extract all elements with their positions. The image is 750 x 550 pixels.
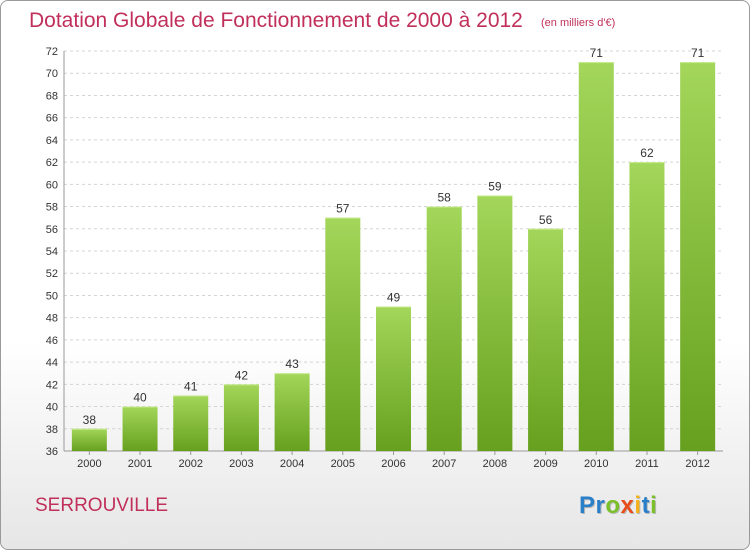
- brand-letter: t: [641, 492, 651, 519]
- y-tick-label: 38: [46, 424, 58, 436]
- commune-name: SERROUVILLE: [35, 495, 169, 516]
- x-tick-label: 2011: [635, 458, 659, 470]
- bar-value-label: 40: [133, 391, 147, 405]
- x-tick-label: 2012: [685, 458, 709, 470]
- bar-2002: [173, 395, 209, 451]
- x-tick-label: 2008: [483, 458, 507, 470]
- bar-value-label: 57: [336, 202, 350, 216]
- brand-logo[interactable]: Proxiti: [579, 492, 657, 520]
- bar-2005: [325, 217, 361, 451]
- bar-value-label: 38: [83, 413, 97, 427]
- y-tick-label: 58: [46, 202, 58, 214]
- bar-2000: [71, 428, 107, 451]
- x-tick-label: 2003: [229, 458, 253, 470]
- brand-letter: r: [595, 492, 606, 519]
- bar-2012: [680, 62, 716, 451]
- bar-2003: [223, 384, 259, 451]
- y-tick-label: 62: [46, 157, 58, 169]
- y-tick-label: 36: [46, 446, 58, 458]
- y-tick-label: 48: [46, 313, 58, 325]
- bar-layer: [71, 62, 716, 451]
- y-tick-label: 72: [46, 46, 58, 58]
- y-tick-label: 60: [46, 179, 58, 191]
- brand-letter: i: [634, 492, 642, 519]
- bar-2009: [528, 228, 564, 451]
- brand-letter: x: [620, 492, 635, 519]
- bar-2011: [629, 162, 665, 451]
- brand-letter: o: [605, 492, 621, 519]
- brand-letter: i: [650, 492, 658, 519]
- bar-2008: [477, 195, 513, 451]
- bar-value-label: 58: [438, 191, 452, 205]
- y-tick-label: 68: [46, 90, 58, 102]
- x-tick-label: 2007: [432, 458, 456, 470]
- y-tick-label: 66: [46, 113, 58, 125]
- brand-letter: P: [579, 492, 596, 519]
- bar-value-label: 71: [590, 46, 604, 60]
- bar-value-label: 42: [235, 368, 249, 382]
- y-tick-label: 52: [46, 268, 58, 280]
- x-tick-label: 2006: [381, 458, 405, 470]
- chart-subtitle: (en milliers d'€): [541, 17, 616, 29]
- bar-value-label: 71: [691, 46, 705, 60]
- y-tick-label: 50: [46, 290, 58, 302]
- x-tick-label: 2004: [280, 458, 304, 470]
- y-tick-label: 54: [46, 246, 58, 258]
- bar-2010: [578, 62, 614, 451]
- x-tick-label: 2010: [584, 458, 608, 470]
- y-tick-label: 56: [46, 224, 58, 236]
- bar-value-label: 59: [488, 179, 502, 193]
- label-layer: 36 38 40 42 44 46 48 50 52 54 56 58 60 62 64 66 68 70 72 38…: [46, 46, 710, 470]
- bar-2006: [376, 306, 411, 451]
- bar-2001: [122, 406, 158, 451]
- x-tick-label: 2000: [77, 458, 101, 470]
- y-tick-label: 40: [46, 402, 58, 414]
- y-tick-label: 70: [46, 68, 58, 80]
- bar-value-label: 62: [640, 146, 654, 160]
- bar-value-label: 43: [285, 357, 299, 371]
- chart-title: Dotation Globale de Fonctionnement de 20…: [29, 9, 523, 32]
- x-tick-label: 2005: [331, 458, 355, 470]
- bar-value-label: 49: [387, 291, 401, 305]
- y-tick-label: 42: [46, 379, 58, 391]
- bar-2007: [426, 206, 462, 451]
- bar-value-label: 56: [539, 213, 553, 227]
- x-tick-label: 2009: [533, 458, 557, 470]
- y-tick-label: 46: [46, 335, 58, 347]
- y-tick-label: 64: [46, 135, 58, 147]
- x-tick-label: 2002: [178, 458, 202, 470]
- bar-value-label: 41: [184, 379, 198, 393]
- x-tick-label: 2001: [128, 458, 152, 470]
- y-tick-label: 44: [46, 357, 58, 369]
- bar-2004: [274, 373, 310, 451]
